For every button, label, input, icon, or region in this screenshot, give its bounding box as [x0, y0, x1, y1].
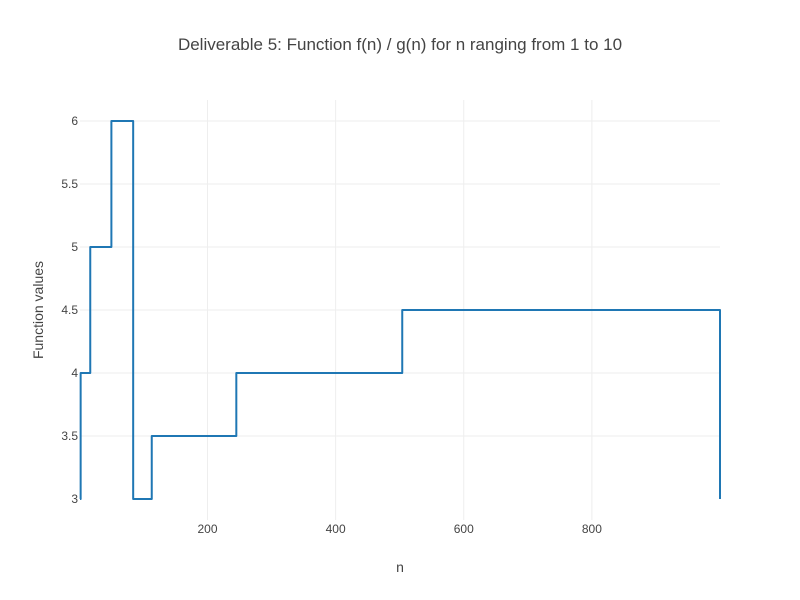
y-tick-label: 3	[71, 492, 78, 506]
y-tick-label: 5.5	[61, 177, 78, 191]
y-axis-title: Function values	[30, 261, 46, 359]
y-tick-label: 4	[71, 366, 78, 380]
y-tick-labels: 3 3.5 4 4.5 5 5.5 6	[61, 114, 78, 506]
x-tick-labels: 200 400 600 800	[197, 522, 602, 536]
y-tick-label: 5	[71, 240, 78, 254]
y-gridlines	[80, 120, 720, 437]
x-tick-label: 600	[454, 522, 474, 536]
y-tick-label: 3.5	[61, 429, 78, 443]
series-line	[79, 120, 721, 500]
chart-title: Deliverable 5: Function f(n) / g(n) for …	[178, 35, 622, 54]
x-tick-label: 800	[582, 522, 602, 536]
y-tick-label: 4.5	[61, 303, 78, 317]
x-axis-title: n	[396, 559, 404, 575]
x-tick-label: 200	[197, 522, 217, 536]
x-tick-label: 400	[326, 522, 346, 536]
series-layer	[79, 120, 721, 500]
y-tick-label: 6	[71, 114, 78, 128]
